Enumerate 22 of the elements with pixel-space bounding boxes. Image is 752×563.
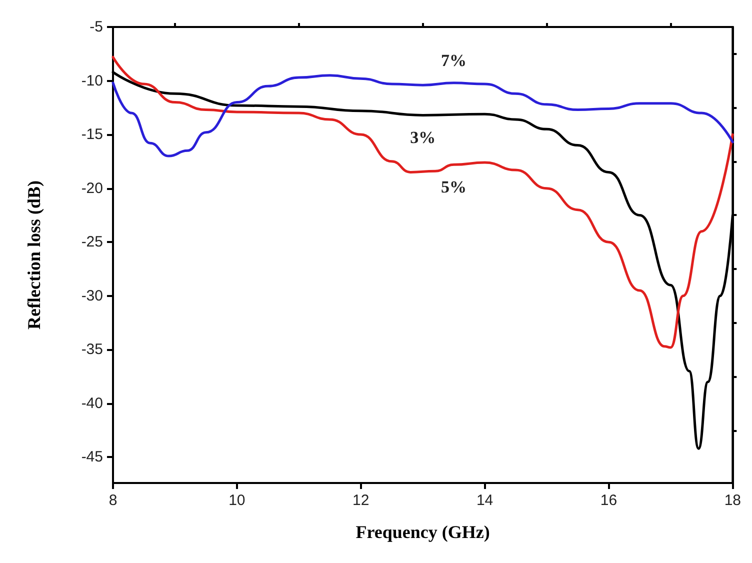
y-tick-label: -10: [81, 72, 103, 90]
y-tick-label: -15: [81, 126, 103, 144]
y-tick-label: -30: [81, 287, 103, 304]
x-tick-label: 10: [228, 492, 246, 509]
x-tick-label: 16: [600, 492, 618, 509]
x-axis-title: Frequency (GHz): [356, 522, 490, 542]
y-tick-label: -25: [81, 234, 103, 251]
y-tick-label: -40: [81, 394, 103, 412]
series-label: 7%: [441, 50, 467, 70]
x-tick-label: 12: [352, 492, 370, 509]
x-tick-label: 14: [476, 492, 494, 509]
x-tick-label: 18: [724, 492, 741, 509]
line-series: [112, 74, 734, 158]
line-series: [112, 56, 734, 349]
x-tick-label: 8: [108, 492, 118, 509]
y-tick-label: -5: [90, 18, 103, 36]
y-axis-title: Reflection loss (dB): [24, 180, 44, 330]
y-tick-label: -45: [81, 448, 103, 466]
y-tick-label: -35: [81, 341, 103, 358]
series-label: 3%: [410, 128, 436, 148]
series-label: 5%: [441, 178, 467, 197]
y-tick-label: -20: [81, 180, 103, 197]
